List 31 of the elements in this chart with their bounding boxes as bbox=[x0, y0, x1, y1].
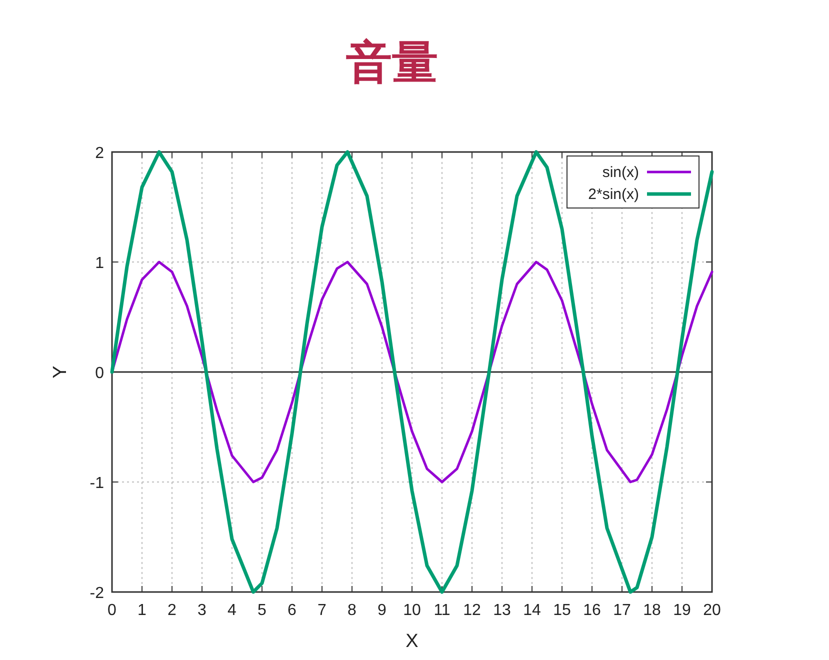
x-tick-label: 4 bbox=[228, 602, 237, 619]
x-tick-label: 14 bbox=[523, 602, 541, 619]
x-tick-label: 17 bbox=[613, 602, 631, 619]
x-tick-label: 19 bbox=[673, 602, 691, 619]
y-tick-label: -2 bbox=[90, 585, 104, 602]
x-tick-label: 0 bbox=[108, 602, 117, 619]
legend-label: sin(x) bbox=[602, 164, 639, 181]
x-tick-label: 6 bbox=[288, 602, 297, 619]
x-tick-label: 2 bbox=[168, 602, 177, 619]
x-tick-label: 7 bbox=[318, 602, 327, 619]
x-tick-label: 8 bbox=[348, 602, 357, 619]
x-tick-label: 12 bbox=[463, 602, 481, 619]
x-tick-label: 20 bbox=[703, 602, 721, 619]
x-tick-label: 9 bbox=[378, 602, 387, 619]
x-tick-label: 15 bbox=[553, 602, 571, 619]
y-tick-label: 2 bbox=[95, 145, 104, 162]
x-tick-label: 5 bbox=[258, 602, 267, 619]
x-tick-label: 18 bbox=[643, 602, 661, 619]
x-tick-label: 3 bbox=[198, 602, 207, 619]
x-axis-title: X bbox=[406, 631, 419, 652]
y-tick-label: 1 bbox=[95, 255, 104, 272]
x-tick-label: 11 bbox=[434, 602, 450, 619]
legend-label: 2*sin(x) bbox=[588, 186, 639, 203]
x-tick-label: 10 bbox=[403, 602, 421, 619]
x-tick-label: 13 bbox=[493, 602, 511, 619]
x-tick-label: 16 bbox=[583, 602, 601, 619]
x-tick-label: 1 bbox=[138, 602, 147, 619]
y-tick-label: -1 bbox=[90, 475, 104, 492]
y-tick-label: 0 bbox=[95, 365, 104, 382]
title: 音量 bbox=[346, 36, 438, 88]
y-axis-title: Y bbox=[50, 365, 71, 378]
